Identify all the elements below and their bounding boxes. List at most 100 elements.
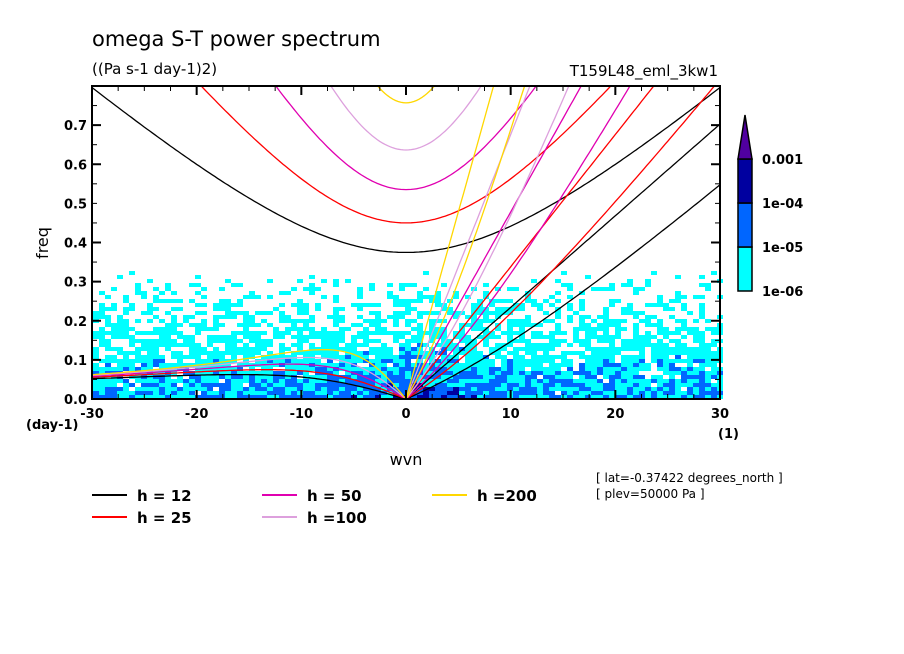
power-cell (705, 375, 711, 379)
power-cell (543, 367, 549, 371)
power-cell (513, 323, 519, 327)
power-cell (633, 359, 639, 363)
power-cell (279, 335, 285, 339)
power-cell (711, 367, 717, 371)
power-cell (459, 335, 465, 339)
power-cell (123, 359, 129, 363)
power-cell (123, 319, 129, 323)
power-cell (159, 291, 165, 295)
power-cell (201, 395, 207, 399)
power-cell (441, 347, 447, 351)
power-cell (441, 395, 447, 399)
power-cell (441, 367, 447, 371)
power-cell (207, 335, 213, 339)
power-cell (333, 343, 339, 347)
power-cell (525, 379, 531, 383)
power-cell (165, 327, 171, 331)
power-cell (339, 319, 345, 323)
power-cell (651, 343, 657, 347)
power-cell (453, 351, 459, 355)
power-cell (117, 323, 123, 327)
power-cell (639, 319, 645, 323)
power-cell (339, 395, 345, 399)
power-cell (573, 371, 579, 375)
power-cell (531, 347, 537, 351)
power-cell (279, 291, 285, 295)
power-cell (549, 295, 555, 299)
power-cell (249, 379, 255, 383)
power-cell (279, 371, 285, 375)
power-cell (669, 371, 675, 375)
power-cell (147, 383, 153, 387)
power-cell (477, 395, 483, 399)
power-cell (519, 367, 525, 371)
power-cell (447, 387, 453, 391)
power-cell (243, 335, 249, 339)
power-cell (693, 383, 699, 387)
power-cell (321, 347, 327, 351)
power-cell (219, 383, 225, 387)
power-cell (93, 367, 99, 371)
power-cell (291, 287, 297, 291)
power-cell (609, 371, 615, 375)
power-cell (705, 347, 711, 351)
power-cell (621, 387, 627, 391)
power-cell (105, 339, 111, 343)
legend-label: h =200 (477, 487, 537, 505)
power-cell (141, 295, 147, 299)
power-cell (387, 395, 393, 399)
power-cell (567, 315, 573, 319)
power-cell (351, 387, 357, 391)
power-cell (357, 387, 363, 391)
power-cell (123, 387, 129, 391)
power-cell (483, 343, 489, 347)
power-cell (165, 331, 171, 335)
power-cell (519, 339, 525, 343)
power-cell (189, 391, 195, 395)
power-cell (333, 355, 339, 359)
power-cell (291, 371, 297, 375)
power-cell (597, 355, 603, 359)
power-cell (471, 319, 477, 323)
power-cell (171, 299, 177, 303)
power-cell (177, 343, 183, 347)
power-cell (369, 351, 375, 355)
power-cell (687, 331, 693, 335)
power-cell (399, 343, 405, 347)
power-cell (399, 299, 405, 303)
power-cell (159, 355, 165, 359)
power-cell (93, 371, 99, 375)
power-cell (513, 387, 519, 391)
power-cell (591, 347, 597, 351)
power-cell (231, 303, 237, 307)
power-cell (477, 363, 483, 367)
power-cell (531, 391, 537, 395)
power-cell (207, 371, 213, 375)
power-cell (501, 347, 507, 351)
eig-curve (405, 86, 570, 399)
power-cell (297, 363, 303, 367)
power-cell (699, 331, 705, 335)
power-cell (627, 343, 633, 347)
power-cell (309, 291, 315, 295)
power-cell (237, 347, 243, 351)
power-cell (645, 339, 651, 343)
power-cell (651, 379, 657, 383)
power-cell (99, 315, 105, 319)
power-cell (129, 307, 135, 311)
power-cell (531, 299, 537, 303)
power-cell (507, 335, 513, 339)
power-cell (495, 371, 501, 375)
power-cell (291, 387, 297, 391)
power-cell (231, 391, 237, 395)
power-cell (165, 395, 171, 399)
power-cell (411, 351, 417, 355)
power-cell (393, 311, 399, 315)
power-cell (705, 343, 711, 347)
power-cell (141, 343, 147, 347)
power-cell (135, 319, 141, 323)
power-cell (435, 335, 441, 339)
power-cell (507, 311, 513, 315)
power-cell (639, 359, 645, 363)
power-cell (531, 387, 537, 391)
